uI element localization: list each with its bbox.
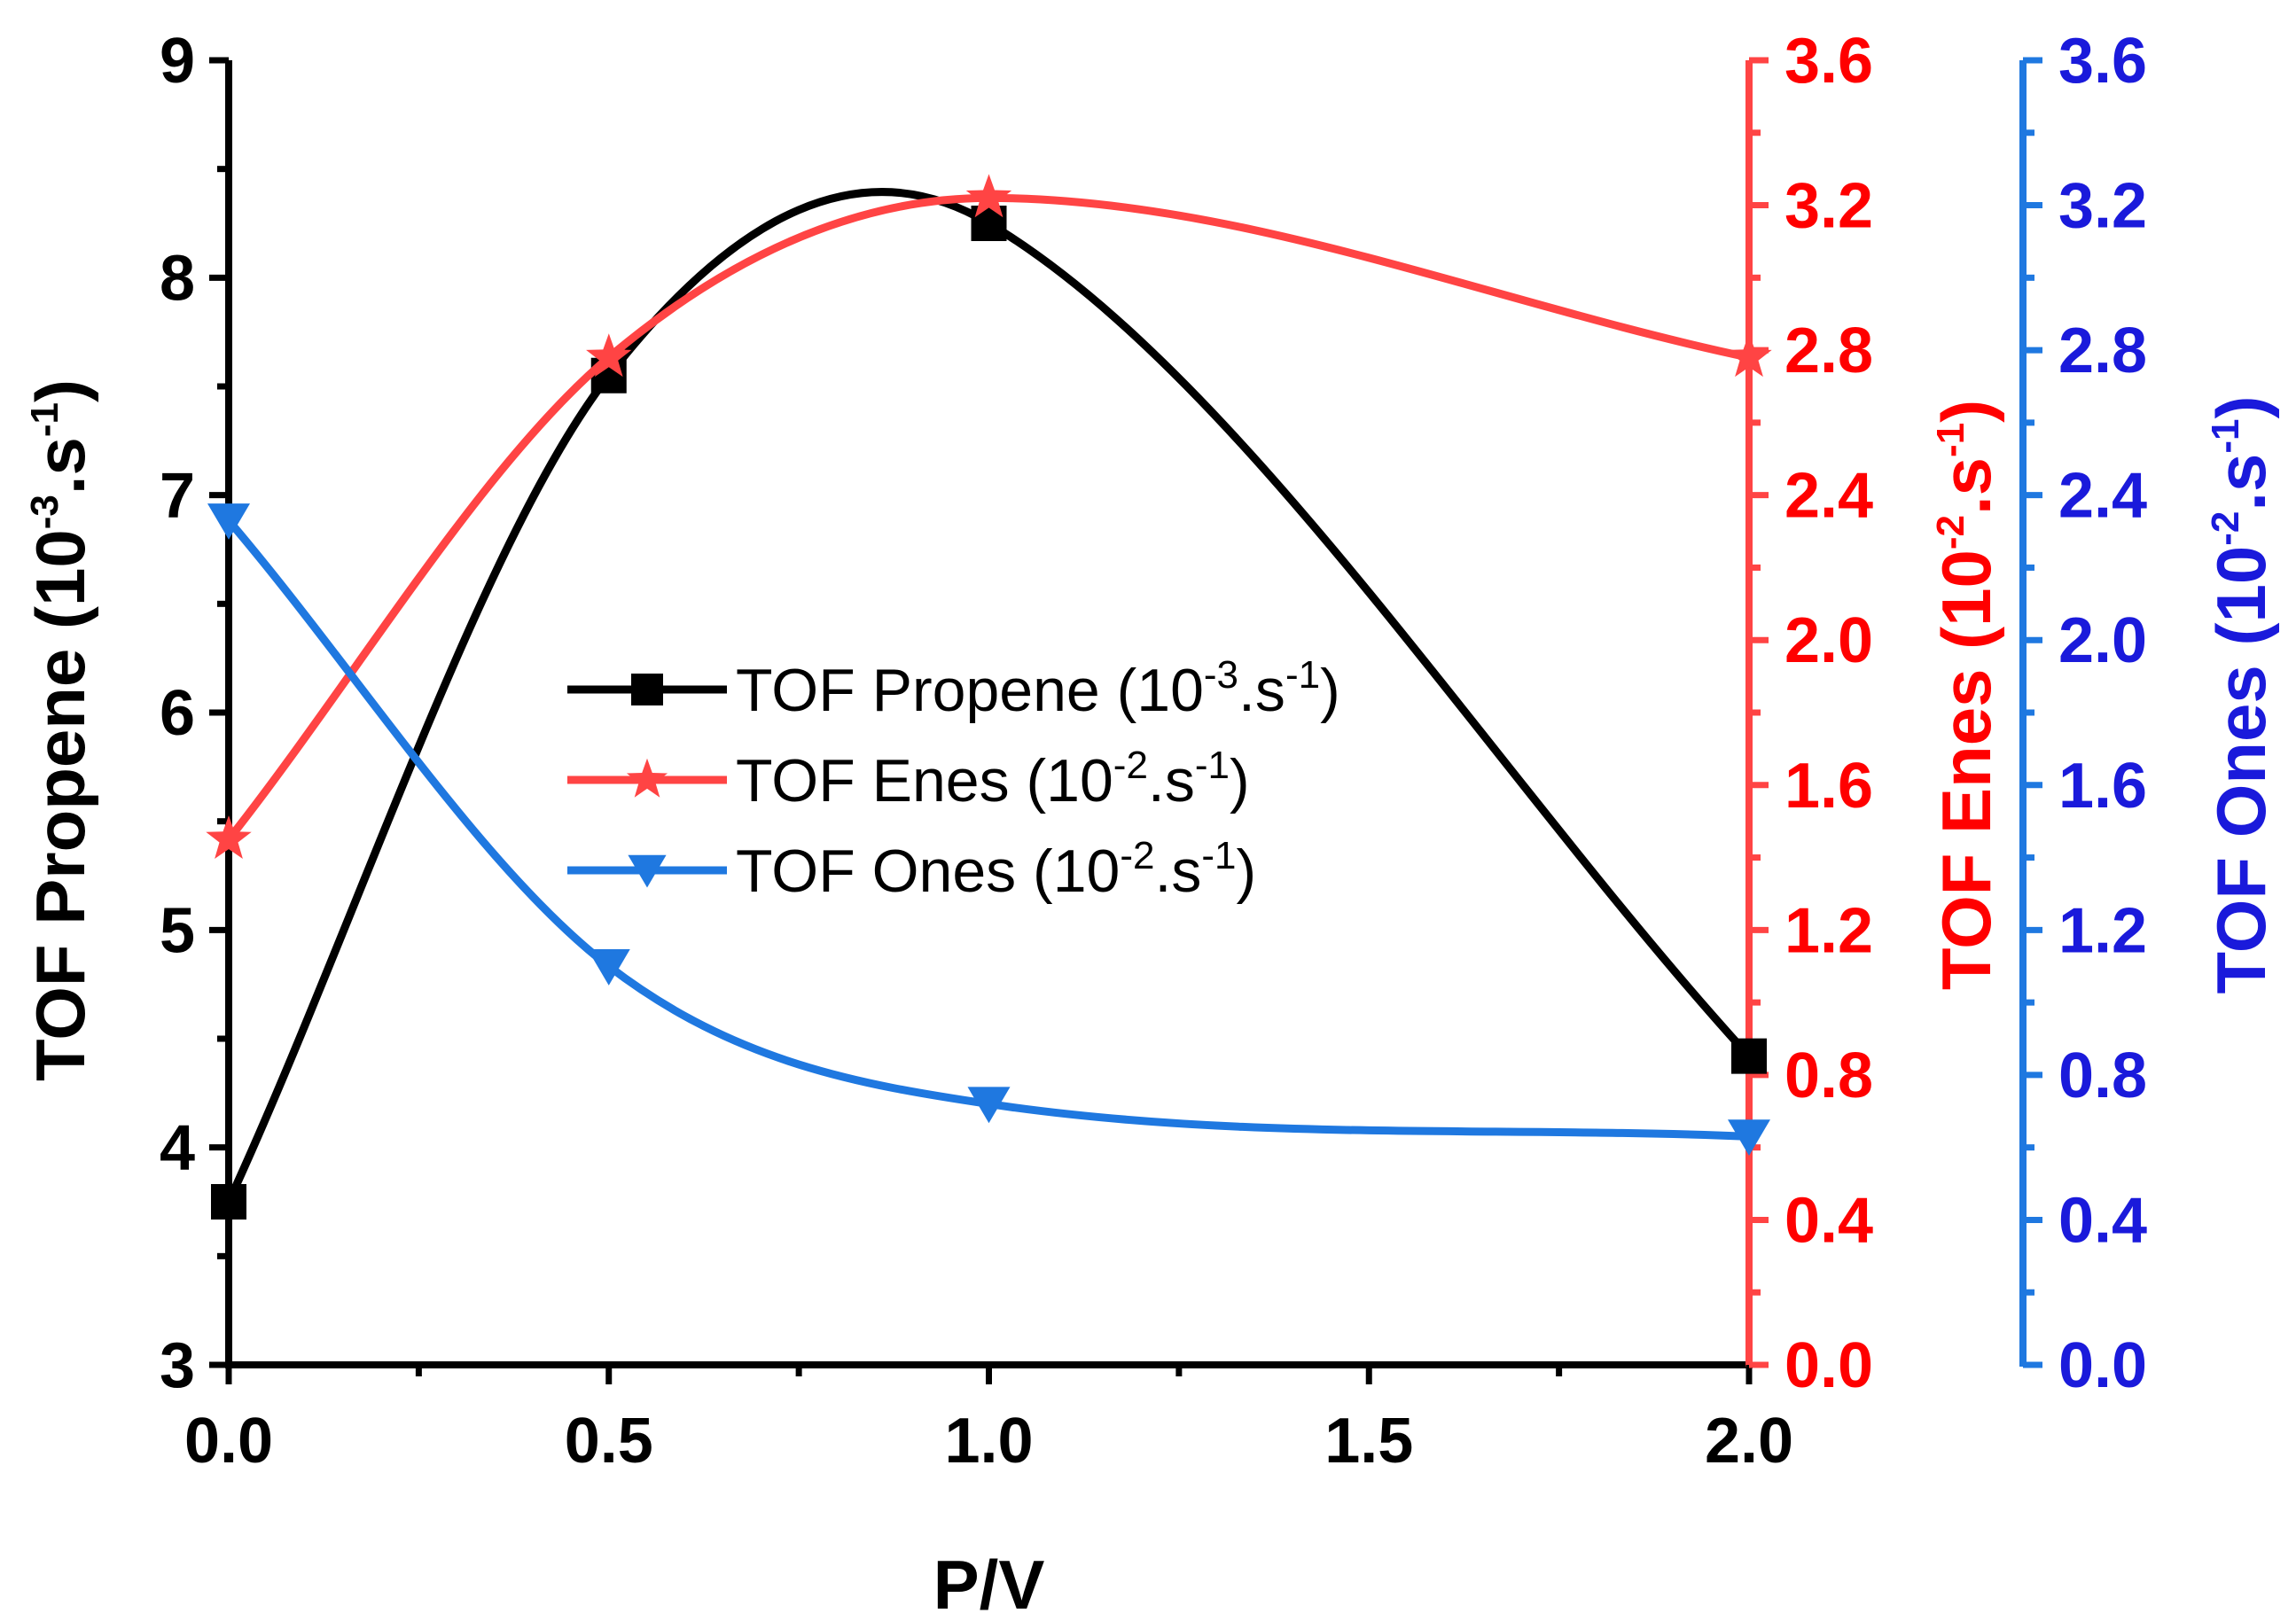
left-axis-title-part: -3 (23, 495, 66, 529)
legend-label-part: ) (1237, 838, 1257, 905)
legend-label-part: ) (1230, 747, 1250, 814)
right-ones-tick-label: 0.0 (2058, 1330, 2147, 1401)
right-ones-tick-label: 0.8 (2058, 1040, 2147, 1111)
legend-label-part: .s (1238, 657, 1285, 724)
right-ones-tick-label: 1.2 (2058, 895, 2147, 966)
right-axis-ones-title-part: -2 (2204, 511, 2247, 546)
data-point-ones (967, 1087, 1011, 1124)
series-layer (206, 174, 1772, 1220)
data-point-enes (1726, 333, 1772, 378)
right-axis-ones-title-part: TOF Ones (10 (2202, 546, 2280, 994)
right-enes-tick-label: 2.4 (1784, 461, 1873, 532)
right-enes-tick-label: 3.2 (1784, 171, 1873, 242)
right-enes-tick-label: 1.6 (1784, 751, 1873, 822)
left-tick-label: 4 (160, 1113, 195, 1184)
right-enes-tick-label: 1.2 (1784, 895, 1873, 966)
legend-label-part: .s (1154, 838, 1201, 905)
x-axis-title: P/V (933, 1546, 1045, 1621)
left-axis-title-part: ) (21, 379, 99, 402)
legend-label-part: -1 (1195, 744, 1230, 787)
axes-layer (209, 57, 2042, 1384)
legend-label-part: -3 (1204, 653, 1238, 697)
right-axis-ones-title-part: .s (2202, 454, 2280, 511)
right-axis-ones-title-part: ) (2202, 395, 2280, 418)
right-enes-tick-label: 0.0 (1784, 1330, 1873, 1401)
legend-label-part: .s (1148, 747, 1195, 814)
left-tick-label: 8 (160, 243, 195, 314)
data-point-ones (207, 503, 250, 540)
x-tick-label: 0.0 (184, 1406, 273, 1477)
right-ones-tick-label: 3.2 (2058, 171, 2147, 242)
right-axis-ones-title: TOF Ones (10-2.s-1) (2202, 395, 2280, 994)
x-tick-label: 0.5 (565, 1406, 653, 1477)
right-enes-tick-label: 3.6 (1784, 26, 1873, 97)
data-point-enes (586, 333, 632, 378)
right-axis-enes-title-part: ) (1927, 400, 2005, 423)
left-tick-label: 3 (160, 1330, 195, 1401)
legend-label-part: TOF Propene (10 (736, 657, 1204, 724)
right-enes-tick-label: 0.8 (1784, 1040, 1873, 1111)
legend-label-part: -2 (1120, 834, 1154, 877)
left-axis-title-part: -1 (23, 402, 66, 437)
data-point-propene (971, 206, 1007, 241)
legend-label-enes: TOF Enes (10-2.s-1) (736, 744, 1250, 814)
right-enes-tick-label: 2.8 (1784, 316, 1873, 386)
left-tick-label: 5 (160, 895, 195, 966)
legend-label-ones: TOF Ones (10-2.s-1) (736, 834, 1256, 905)
legend-label-part: -2 (1113, 744, 1148, 787)
labels-layer: 0.0 0.5 1.0 1.5 2.0 P/V 3 4 5 6 7 8 9 0.0 0.4 0.8 1.2 1.6… (21, 26, 2280, 1621)
right-axis-enes-title-part: -1 (1929, 423, 1972, 457)
series-line-ones (225, 518, 1750, 1141)
right-enes-tick-label: 0.4 (1784, 1185, 1873, 1256)
right-ones-tick-label: 1.6 (2058, 751, 2147, 822)
right-ones-tick-label: 3.6 (2058, 26, 2147, 97)
legend-label-part: TOF Enes (10 (736, 747, 1113, 814)
left-axis-title-part: TOF Propene (10 (21, 529, 99, 1081)
left-tick-label: 7 (160, 461, 195, 532)
right-enes-tick-label: 2.0 (1784, 605, 1873, 676)
data-point-ones (587, 949, 630, 986)
left-axis-title: TOF Propene (10-3.s-1) (21, 379, 99, 1081)
legend-label-part: -1 (1201, 834, 1236, 877)
right-ones-tick-label: 2.0 (2058, 605, 2147, 676)
legend-marker-enes (626, 758, 668, 798)
data-point-ones (1728, 1119, 1770, 1156)
right-ones-tick-label: 2.4 (2058, 461, 2147, 532)
data-point-enes (965, 174, 1012, 218)
right-axis-enes-title-part: .s (1927, 457, 2005, 515)
series-line-propene (224, 188, 1753, 1204)
x-tick-label: 2.0 (1705, 1406, 1793, 1477)
right-axis-ones-title-part: -1 (2204, 418, 2247, 453)
legend-label-propene: TOF Propene (10-3.s-1) (736, 653, 1340, 724)
data-point-enes (206, 815, 252, 859)
legend-label-part: -1 (1285, 653, 1320, 697)
right-ones-tick-label: 0.4 (2058, 1185, 2147, 1256)
legend: TOF Propene (10-3.s-1)TOF Enes (10-2.s-1… (567, 653, 1340, 905)
legend-label-part: TOF Ones (10 (736, 838, 1120, 905)
right-axis-enes-title: TOF Enes (10-2.s-1) (1927, 400, 2005, 990)
left-tick-label: 9 (160, 26, 195, 97)
data-point-propene (1731, 1038, 1767, 1074)
x-tick-label: 1.5 (1324, 1406, 1413, 1477)
series-line-enes (225, 193, 1750, 842)
left-tick-label: 6 (160, 678, 195, 749)
x-tick-label: 1.0 (944, 1406, 1033, 1477)
right-axis-enes-title-part: TOF Enes (10 (1927, 549, 2005, 990)
right-axis-enes-title-part: -2 (1929, 515, 1972, 549)
right-ones-tick-label: 2.8 (2058, 316, 2147, 386)
data-point-propene (211, 1184, 246, 1220)
legend-label-part: ) (1320, 657, 1340, 724)
legend-marker-ones (628, 854, 667, 888)
legend-marker-propene (631, 674, 663, 705)
left-axis-title-part: .s (21, 437, 99, 495)
